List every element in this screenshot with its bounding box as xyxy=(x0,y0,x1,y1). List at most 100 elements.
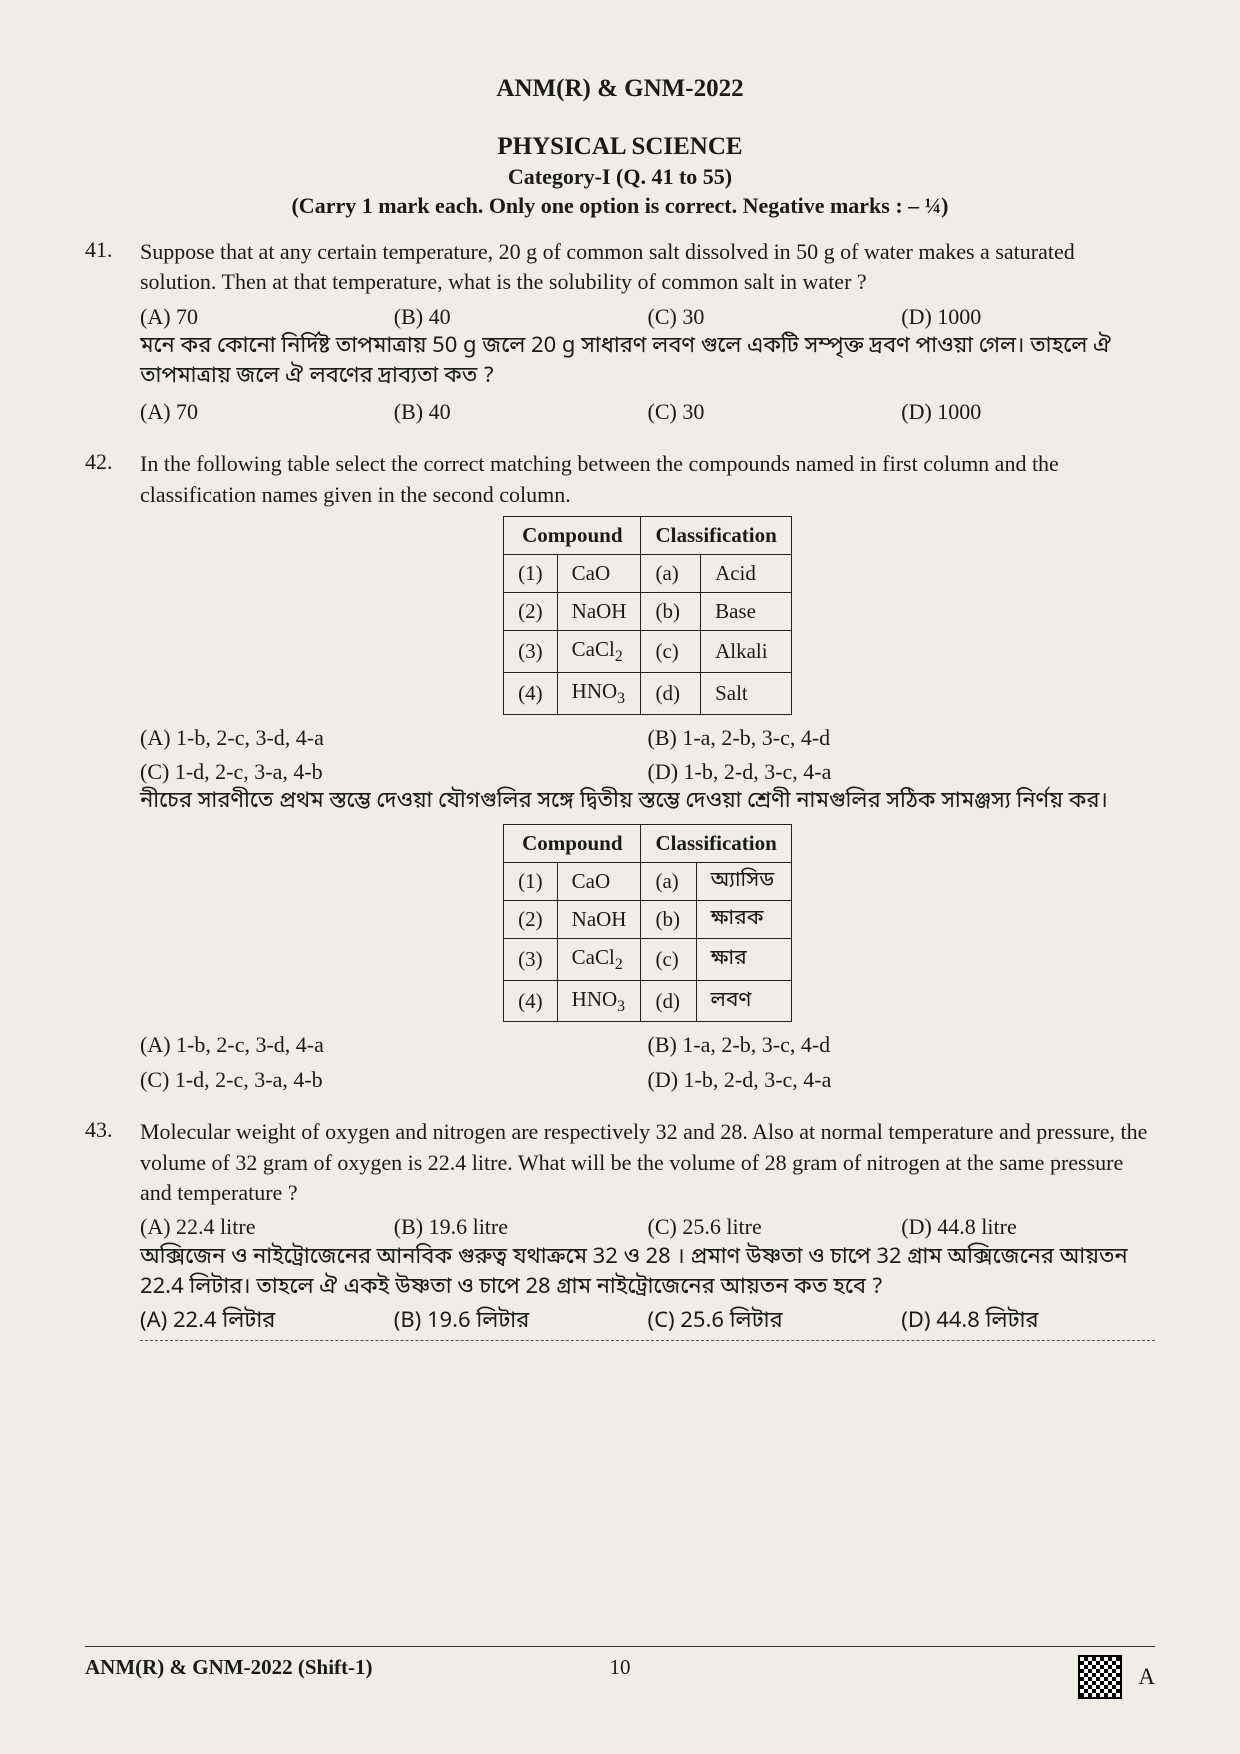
formula: HNO xyxy=(572,987,618,1011)
cell: CaO xyxy=(557,554,641,592)
option-B: (B) 1-a, 2-b, 3-c, 4-d xyxy=(648,723,1156,753)
formula: CaCl xyxy=(572,637,615,661)
cell: (d) xyxy=(641,672,701,714)
footer-exam-id: ANM(R) & GNM-2022 (Shift-1) xyxy=(85,1655,373,1680)
cell: Salt xyxy=(701,672,792,714)
question-text-en: Molecular weight of oxygen and nitrogen … xyxy=(140,1117,1155,1208)
cell: (b) xyxy=(641,592,701,630)
page-header: ANM(R) & GNM-2022 PHYSICAL SCIENCE Categ… xyxy=(85,75,1155,219)
cell: ক্ষার xyxy=(696,938,791,980)
question-body: Suppose that at any certain temperature,… xyxy=(140,237,1155,427)
qr-code-icon xyxy=(1078,1655,1122,1699)
option-D: (D) 1-b, 2-d, 3-c, 4-a xyxy=(648,1065,1156,1095)
exam-title: ANM(R) & GNM-2022 xyxy=(85,75,1155,103)
cell: CaCl2 xyxy=(557,630,641,672)
cell: Acid xyxy=(701,554,792,592)
cell: (c) xyxy=(641,938,696,980)
subscript: 2 xyxy=(615,956,623,973)
options-row-en: (A) 70 (B) 40 (C) 30 (D) 1000 xyxy=(140,302,1155,332)
table-row: (3) CaCl2 (c) Alkali xyxy=(504,630,792,672)
divider xyxy=(140,1340,1155,1341)
col-compound: Compound xyxy=(504,824,641,862)
question-text-en: Suppose that at any certain temperature,… xyxy=(140,237,1155,298)
formula: HNO xyxy=(572,679,618,703)
cell: (d) xyxy=(641,980,696,1022)
options-row-en: (A) 1-b, 2-c, 3-d, 4-a (B) 1-a, 2-b, 3-c… xyxy=(140,723,1155,753)
options-row-bn: (A) 1-b, 2-c, 3-d, 4-a (B) 1-a, 2-b, 3-c… xyxy=(140,1030,1155,1060)
options-row-bn: (A) 70 (B) 40 (C) 30 (D) 1000 xyxy=(140,397,1155,427)
compound-table-en: Compound Classification (1) CaO (a) Acid… xyxy=(503,516,792,715)
option-D: (D) 44.8 litre xyxy=(901,1212,1155,1242)
option-B: (B) 19.6 litre xyxy=(394,1212,648,1242)
question-number: 42. xyxy=(85,449,140,1095)
question-number: 43. xyxy=(85,1117,140,1341)
option-C: (C) 30 xyxy=(648,302,902,332)
cell: (2) xyxy=(504,900,558,938)
cell: NaOH xyxy=(557,900,641,938)
option-C: (C) 1-d, 2-c, 3-a, 4-b xyxy=(140,757,648,787)
table-header-row: Compound Classification xyxy=(504,516,792,554)
cell: (a) xyxy=(641,862,696,900)
option-A: (A) 1-b, 2-c, 3-d, 4-a xyxy=(140,1030,648,1060)
option-C: (C) 30 xyxy=(648,397,902,427)
cell: লবণ xyxy=(696,980,791,1022)
option-A: (A) 1-b, 2-c, 3-d, 4-a xyxy=(140,723,648,753)
option-A: (A) 22.4 লিটার xyxy=(140,1307,394,1337)
cell: HNO3 xyxy=(557,672,641,714)
question-43: 43. Molecular weight of oxygen and nitro… xyxy=(85,1117,1155,1341)
page-footer: ANM(R) & GNM-2022 (Shift-1) 10 A xyxy=(85,1646,1155,1699)
options-row-bn-2: (C) 1-d, 2-c, 3-a, 4-b (D) 1-b, 2-d, 3-c… xyxy=(140,1065,1155,1095)
cell: CaCl2 xyxy=(557,938,641,980)
option-D: (D) 44.8 লিটার xyxy=(901,1307,1155,1337)
cell: (1) xyxy=(504,554,558,592)
table-header-row: Compound Classification xyxy=(504,824,792,862)
table-row: (2) NaOH (b) ক্ষারক xyxy=(504,900,792,938)
subscript: 2 xyxy=(615,648,623,665)
table-row: (2) NaOH (b) Base xyxy=(504,592,792,630)
options-row-bn: (A) 22.4 লিটার (B) 19.6 লিটার (C) 25.6 ল… xyxy=(140,1307,1155,1337)
cell: (4) xyxy=(504,980,558,1022)
table-row: (4) HNO3 (d) লবণ xyxy=(504,980,792,1022)
cell: (b) xyxy=(641,900,696,938)
question-text-bn: মনে কর কোনো নির্দিষ্ট তাপমাত্রায় 50 g জ… xyxy=(140,332,1155,393)
subscript: 3 xyxy=(617,998,625,1015)
cell: Alkali xyxy=(701,630,792,672)
formula: CaCl xyxy=(572,945,615,969)
subject-title: PHYSICAL SCIENCE xyxy=(85,133,1155,161)
table-row: (3) CaCl2 (c) ক্ষার xyxy=(504,938,792,980)
question-42: 42. In the following table select the co… xyxy=(85,449,1155,1095)
category-line: Category-I (Q. 41 to 55) xyxy=(85,164,1155,190)
cell: (4) xyxy=(504,672,558,714)
options-row-en-2: (C) 1-d, 2-c, 3-a, 4-b (D) 1-b, 2-d, 3-c… xyxy=(140,757,1155,787)
option-D: (D) 1000 xyxy=(901,397,1155,427)
table-row: (4) HNO3 (d) Salt xyxy=(504,672,792,714)
cell: CaO xyxy=(557,862,641,900)
question-number: 41. xyxy=(85,237,140,427)
option-A: (A) 70 xyxy=(140,302,394,332)
table-row: (1) CaO (a) অ্যাসিড xyxy=(504,862,792,900)
page-number: 10 xyxy=(610,1655,631,1680)
table-row: (1) CaO (a) Acid xyxy=(504,554,792,592)
option-A: (A) 22.4 litre xyxy=(140,1212,394,1242)
option-B: (B) 40 xyxy=(394,302,648,332)
cell: (c) xyxy=(641,630,701,672)
option-D: (D) 1000 xyxy=(901,302,1155,332)
set-marker: A xyxy=(1138,1664,1155,1690)
options-row-en: (A) 22.4 litre (B) 19.6 litre (C) 25.6 l… xyxy=(140,1212,1155,1242)
cell: HNO3 xyxy=(557,980,641,1022)
cell: (a) xyxy=(641,554,701,592)
option-B: (B) 1-a, 2-b, 3-c, 4-d xyxy=(648,1030,1156,1060)
option-C: (C) 25.6 লিটার xyxy=(648,1307,902,1337)
cell: অ্যাসিড xyxy=(696,862,791,900)
option-A: (A) 70 xyxy=(140,397,394,427)
option-B: (B) 19.6 লিটার xyxy=(394,1307,648,1337)
col-classification: Classification xyxy=(641,516,791,554)
option-D: (D) 1-b, 2-d, 3-c, 4-a xyxy=(648,757,1156,787)
cell: ক্ষারক xyxy=(696,900,791,938)
subscript: 3 xyxy=(617,690,625,707)
question-text-bn: নীচের সারণীতে প্রথম স্তম্ভে দেওয়া যৌগগু… xyxy=(140,787,1155,817)
cell: (1) xyxy=(504,862,558,900)
cell: NaOH xyxy=(557,592,641,630)
question-body: Molecular weight of oxygen and nitrogen … xyxy=(140,1117,1155,1341)
col-compound: Compound xyxy=(504,516,641,554)
